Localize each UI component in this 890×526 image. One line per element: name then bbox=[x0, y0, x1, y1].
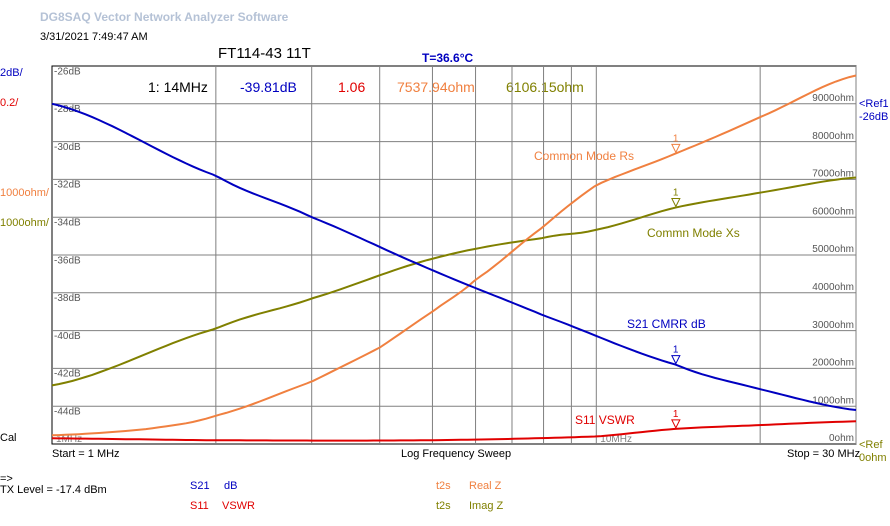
vswr-series-label: S11 VSWR bbox=[575, 413, 635, 427]
vswr-scale-label: 0.2/ bbox=[0, 97, 19, 109]
right-tick-label: 2000ohm bbox=[812, 358, 854, 369]
right-tick-label: 9000ohm bbox=[812, 93, 854, 104]
trace2-unit[interactable]: VSWR bbox=[222, 500, 255, 512]
ref2-value: 0ohm bbox=[859, 452, 887, 464]
left-tick-label: -42dB bbox=[54, 369, 81, 380]
trace3-param[interactable]: t2s bbox=[436, 480, 451, 492]
chart-title: FT114-43 11T bbox=[218, 45, 311, 62]
right-tick-labels: 9000ohm 8000ohm 7000ohm 6000ohm 5000ohm 4000o… bbox=[812, 93, 854, 444]
sweep-type-label: Log Frequency Sweep bbox=[401, 448, 512, 460]
cal-label[interactable]: Cal bbox=[0, 432, 17, 444]
trace4-unit[interactable]: Imag Z bbox=[469, 500, 504, 512]
plot-grid: 10MHz 1MHz bbox=[51, 65, 857, 445]
right-tick-label: 8000ohm bbox=[812, 131, 854, 142]
left-tick-label: -40dB bbox=[54, 331, 81, 342]
right-tick-label: 4000ohm bbox=[812, 282, 854, 293]
imag-z-trace bbox=[51, 176, 857, 387]
right-tick-label: 5000ohm bbox=[812, 244, 854, 255]
right-tick-label: 3000ohm bbox=[812, 320, 854, 331]
real-series-label: Common Mode Rs bbox=[534, 149, 634, 163]
left-tick-label: -36dB bbox=[54, 255, 81, 266]
s21-trace bbox=[51, 102, 857, 411]
trace1-unit[interactable]: dB bbox=[224, 480, 238, 492]
trace2-param[interactable]: S11 bbox=[190, 500, 209, 512]
ref1-value: -26dB bbox=[859, 111, 889, 123]
marker-frequency: 1: 14MHz bbox=[148, 79, 208, 95]
sweep-stop-label: Stop = 30 MHz bbox=[787, 448, 861, 460]
imag-marker bbox=[671, 198, 681, 208]
tx-level: TX Level = -17.4 dBm bbox=[0, 484, 107, 496]
real-marker-label: 1 bbox=[673, 133, 679, 144]
vswr-trace bbox=[51, 420, 857, 442]
ref2-label: <Ref bbox=[859, 439, 883, 451]
ref1-label: <Ref1 bbox=[859, 98, 889, 110]
vswr-marker bbox=[671, 419, 681, 429]
trace-group bbox=[51, 74, 857, 442]
real-marker bbox=[671, 143, 681, 154]
imag-marker-label: 1 bbox=[673, 188, 679, 199]
left-tick-label: -34dB bbox=[54, 218, 81, 229]
right-tick-label: 6000ohm bbox=[812, 206, 854, 217]
marker-imag-value: 6106.15ohm bbox=[506, 79, 584, 95]
left-tick-label: -38dB bbox=[54, 293, 81, 304]
real-z-trace bbox=[51, 74, 857, 437]
marker-group: 1 1 1 1 bbox=[671, 133, 681, 429]
sweep-start-label: Start = 1 MHz bbox=[52, 448, 120, 460]
imag-series-label: Commn Mode Xs bbox=[647, 226, 740, 240]
trace1-param[interactable]: S21 bbox=[190, 480, 210, 492]
temperature-readout: T=36.6°C bbox=[422, 51, 474, 65]
s21-marker bbox=[671, 355, 681, 365]
right-tick-label: 1000ohm bbox=[812, 395, 854, 406]
left-tick-labels: -26dB -28dB -30dB -32dB -34dB -36dB -38dB -40dB… bbox=[54, 66, 81, 417]
s21-series-label: S21 CMRR dB bbox=[627, 317, 706, 331]
trace4-param[interactable]: t2s bbox=[436, 500, 451, 512]
trace3-unit[interactable]: Real Z bbox=[469, 480, 502, 492]
marker-vswr-value: 1.06 bbox=[338, 79, 366, 95]
app-title: DG8SAQ Vector Network Analyzer Software bbox=[40, 10, 289, 24]
s21-scale-label: 2dB/ bbox=[0, 67, 23, 79]
left-tick-label: -32dB bbox=[54, 180, 81, 191]
right-tick-label: 7000ohm bbox=[812, 169, 854, 180]
vswr-marker-label: 1 bbox=[673, 409, 679, 420]
tick-label-10mhz: 10MHz bbox=[600, 434, 632, 445]
datetime: 3/31/2021 7:49:47 AM bbox=[40, 31, 148, 43]
left-tick-label: -30dB bbox=[54, 142, 81, 153]
series-labels: S21 CMRR dB S11 VSWR Common Mode Rs Commn M… bbox=[534, 149, 740, 427]
tick-label-1mhz: 1MHz bbox=[56, 434, 82, 445]
marker-s21-value: -39.81dB bbox=[240, 79, 297, 95]
left-tick-label: -26dB bbox=[54, 66, 81, 77]
footer-arrow: => bbox=[0, 473, 13, 485]
left-tick-label: -44dB bbox=[54, 407, 81, 418]
real-scale-label: 1000ohm/ bbox=[0, 187, 49, 199]
imag-scale-label: 1000ohm/ bbox=[0, 217, 49, 229]
s21-marker-label: 1 bbox=[673, 345, 679, 356]
marker-real-value: 7537.94ohm bbox=[397, 79, 475, 95]
right-tick-label: 0ohm bbox=[829, 433, 854, 444]
left-tick-label: -28dB bbox=[54, 104, 81, 115]
